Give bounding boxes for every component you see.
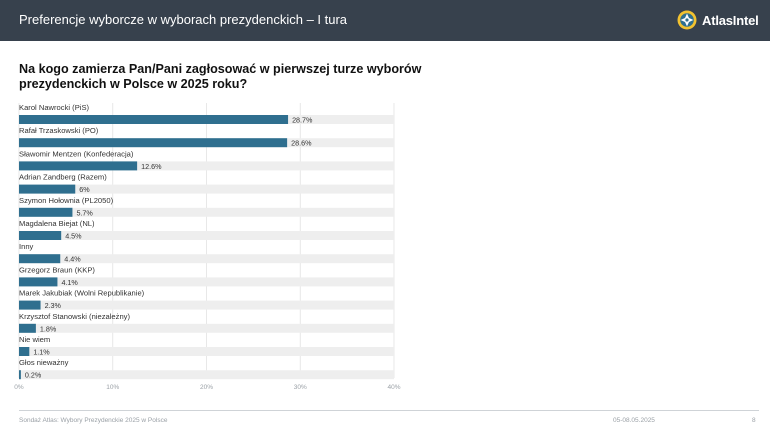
data-label: 0.2%: [25, 371, 42, 380]
question-text: Na kogo zamierza Pan/Pani zagłosować w p…: [19, 62, 422, 91]
category-label: Rafał Trzaskowski (PO): [19, 126, 99, 135]
category-label: Grzegorz Braun (KKP): [19, 265, 95, 274]
data-label: 5.7%: [76, 208, 93, 217]
bar: [19, 277, 58, 287]
bar: [19, 184, 76, 194]
category-label: Karol Nawrocki (PiS): [19, 103, 90, 112]
page-number: 8: [752, 417, 756, 424]
x-tick-label: 10%: [106, 384, 119, 391]
bar-chart: Karol Nawrocki (PiS) 28.7% Rafał Trzaskows…: [14, 103, 401, 391]
atlasintel-logo-icon: [677, 10, 697, 30]
category-label: Adrian Zandberg (Razem): [19, 173, 107, 182]
header-bar: Preferencje wyborcze w wyborach prezyden…: [0, 0, 770, 41]
bar: [19, 254, 61, 264]
data-label: 1.1%: [33, 348, 50, 357]
page-title: Preferencje wyborcze w wyborach prezyden…: [19, 12, 348, 27]
bar: [19, 161, 138, 171]
bar-track: [19, 300, 394, 310]
bar: [19, 138, 288, 148]
bar: [19, 347, 30, 356]
x-tick-label: 30%: [294, 384, 307, 391]
bar: [19, 115, 289, 124]
bar-track: [19, 207, 394, 217]
category-label: Sławomir Mentzen (Konfederacja): [19, 149, 134, 158]
x-tick-label: 20%: [200, 384, 213, 391]
data-label: 4.1%: [61, 278, 78, 287]
data-label: 4.4%: [64, 255, 81, 264]
data-label: 2.3%: [45, 301, 62, 310]
data-label: 4.5%: [65, 232, 82, 241]
brand: AtlasIntel: [677, 9, 759, 31]
bar-track: [19, 184, 394, 194]
brand-name: AtlasIntel: [702, 12, 759, 28]
x-tick-label: 0%: [14, 384, 24, 391]
bar-track: [19, 370, 394, 380]
category-label: Szymon Hołownia (PL2050): [19, 196, 114, 205]
bar: [19, 323, 36, 333]
category-label: Marek Jakubiak (Wolni Republikanie): [19, 289, 145, 298]
data-label: 12.6%: [141, 162, 162, 171]
bar-track: [19, 323, 394, 333]
bar-track: [19, 277, 394, 287]
x-tick-label: 40%: [387, 384, 400, 391]
category-label: Krzysztof Stanowski (niezależny): [19, 312, 130, 321]
bar: [19, 231, 62, 240]
bar-track: [19, 161, 394, 171]
bar: [19, 300, 41, 310]
bar: [19, 207, 73, 217]
category-label: Nie wiem: [19, 335, 50, 344]
category-label: Magdalena Biejat (NL): [19, 219, 95, 228]
bar-track: [19, 347, 394, 356]
category-label: Inny: [19, 242, 34, 251]
footer-divider: [19, 410, 759, 411]
data-label: 6%: [79, 185, 90, 194]
bar-track: [19, 254, 394, 264]
bar-track: [19, 231, 394, 240]
bar: [19, 370, 21, 380]
data-label: 28.6%: [291, 139, 312, 148]
category-label: Głos nieważny: [19, 358, 69, 367]
footer-source: Sondaż Atlas: Wybory Prezydenckie 2025 w…: [19, 417, 168, 424]
footer-date: 05-08.05.2025: [613, 417, 655, 424]
data-label: 1.8%: [40, 324, 57, 333]
data-label: 28.7%: [292, 116, 313, 125]
